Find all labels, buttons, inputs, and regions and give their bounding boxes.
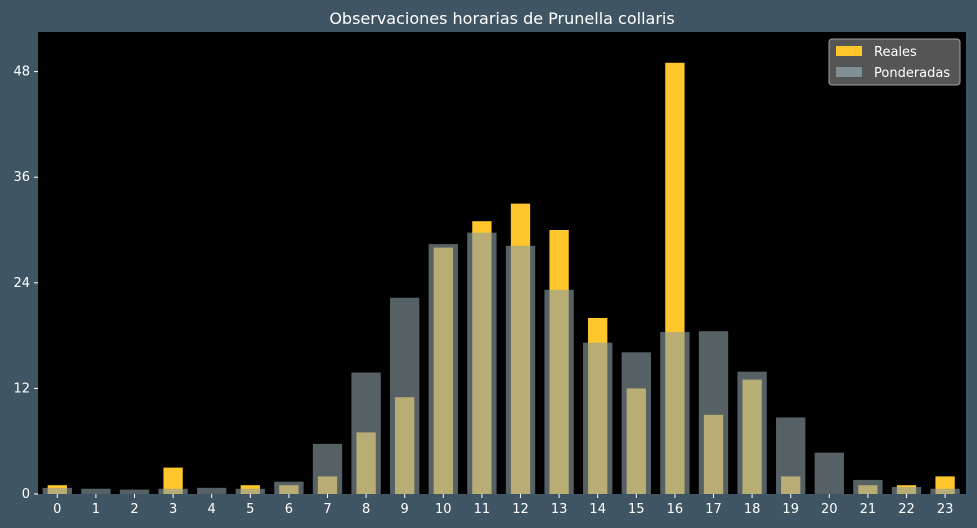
x-tick-label-14: 14	[589, 502, 606, 517]
x-tick-label-3: 3	[169, 502, 177, 517]
bar-ponderadas-2	[119, 489, 150, 494]
bar-ponderadas-10	[428, 244, 458, 494]
x-tick-label-4: 4	[208, 502, 216, 517]
bar-ponderadas-6	[274, 481, 304, 494]
x-tick-label-1: 1	[92, 502, 100, 517]
bar-ponderadas-1	[81, 488, 111, 494]
bar-ponderadas-5	[235, 488, 265, 494]
x-tick-label-6: 6	[285, 502, 293, 517]
x-tick-label-7: 7	[323, 502, 331, 517]
x-tick-label-19: 19	[782, 502, 799, 517]
legend-label-reales: Reales	[874, 45, 917, 60]
bar-ponderadas-22	[891, 486, 922, 494]
bar-ponderadas-16	[660, 332, 690, 494]
x-tick-label-5: 5	[246, 502, 254, 517]
x-tick-label-16: 16	[667, 502, 684, 517]
x-tick-label-2: 2	[130, 502, 138, 517]
bar-ponderadas-17	[698, 331, 729, 494]
bar-ponderadas-11	[467, 232, 497, 494]
bar-ponderadas-18	[737, 371, 767, 494]
legend-swatch-reales	[836, 46, 862, 56]
chart-title: Observaciones horarias de Prunella colla…	[329, 9, 674, 28]
y-tick-label-36: 36	[13, 170, 30, 185]
x-tick-label-10: 10	[435, 502, 452, 517]
bar-ponderadas-7	[312, 443, 343, 494]
bar-ponderadas-0	[42, 487, 72, 494]
bar-ponderadas-21	[853, 479, 883, 494]
x-tick-label-9: 9	[401, 502, 409, 517]
legend-swatch-ponderadas	[836, 67, 862, 77]
x-tick-label-11: 11	[474, 502, 491, 517]
x-tick-label-17: 17	[705, 502, 722, 517]
legend-label-ponderadas: Ponderadas	[874, 66, 950, 81]
bar-ponderadas-19	[776, 417, 806, 494]
x-tick-label-18: 18	[744, 502, 761, 517]
bar-ponderadas-3	[158, 488, 188, 494]
x-tick-label-8: 8	[362, 502, 370, 517]
bar-ponderadas-9	[390, 297, 420, 494]
y-tick-label-12: 12	[13, 381, 30, 396]
y-tick-label-48: 48	[13, 65, 30, 80]
x-tick-label-13: 13	[551, 502, 568, 517]
x-tick-label-0: 0	[53, 502, 61, 517]
bar-ponderadas-4	[197, 487, 227, 494]
x-axis: 0 1 2 3 4 5 6 7 8 9 10 11 12 13 14 15 16 17 18 19 20 21 22 23	[53, 494, 953, 517]
bar-ponderadas-12	[505, 245, 536, 494]
x-tick-label-20: 20	[821, 502, 838, 517]
legend: Reales Ponderadas	[828, 38, 961, 86]
x-tick-label-12: 12	[512, 502, 529, 517]
y-tick-label-24: 24	[13, 276, 30, 291]
ponderadas-bars	[42, 232, 960, 494]
x-tick-label-22: 22	[898, 502, 915, 517]
y-tick-label-0: 0	[22, 487, 30, 502]
plot-area	[38, 32, 966, 494]
bar-ponderadas-15	[621, 352, 651, 494]
bar-ponderadas-23	[930, 488, 960, 494]
x-tick-label-15: 15	[628, 502, 645, 517]
bar-ponderadas-13	[544, 289, 574, 494]
bar-ponderadas-8	[351, 372, 381, 494]
y-axis: 0 12 24 36 48	[13, 65, 38, 502]
x-tick-label-21: 21	[860, 502, 877, 517]
x-tick-label-23: 23	[937, 502, 954, 517]
bar-ponderadas-20	[814, 452, 844, 494]
bar-reales-3	[163, 467, 183, 494]
bar-ponderadas-14	[583, 342, 613, 494]
